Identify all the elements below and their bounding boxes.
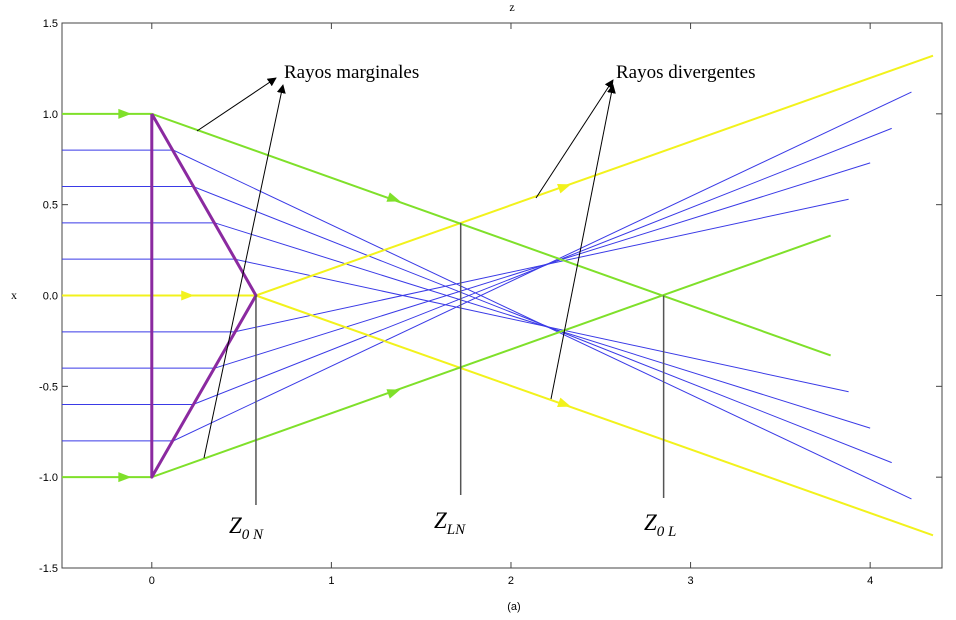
ray-blue — [62, 149, 912, 500]
x-tick-label: 1.5 — [43, 18, 58, 30]
focus-markers — [255, 222, 665, 505]
ray-blue — [62, 258, 849, 393]
ray-arrow-green — [386, 389, 401, 399]
ray-arrow-yellow — [557, 183, 571, 194]
label-zln-sub: LN — [446, 522, 466, 538]
ray-yellow — [255, 294, 934, 537]
annotation-pointer — [196, 77, 277, 132]
z-tick-label: 1 — [328, 575, 334, 587]
z-tick-label: 2 — [508, 575, 514, 587]
annotation-divergent-rays: Rayos divergentes — [616, 62, 756, 83]
x-tick-label: -0.5 — [39, 381, 58, 393]
ray-arrow-green — [118, 108, 132, 119]
annotations — [196, 77, 616, 459]
ray-arrow-green — [386, 192, 401, 202]
annotation-pointer — [550, 84, 616, 400]
ray-green — [62, 234, 831, 479]
figure-caption: (a) — [507, 601, 520, 613]
label-z0n: Z0 N — [229, 513, 264, 543]
x-tick-label: 0.0 — [43, 291, 58, 303]
ray-blue — [62, 186, 892, 464]
ray-arrow-yellow — [181, 290, 195, 301]
ray-blue — [62, 198, 849, 333]
x-tick-label: -1.5 — [39, 563, 58, 575]
x-tick-label: 0.5 — [43, 200, 58, 212]
annotation-marginal-rays: Rayos marginales — [284, 62, 419, 83]
x-tick-label: 1.0 — [43, 109, 58, 121]
rays — [62, 54, 934, 537]
ray-green — [62, 112, 831, 357]
lens-outline — [150, 113, 258, 479]
z-tick-label: 0 — [149, 575, 155, 587]
x-tick-label: -1.0 — [39, 472, 58, 484]
annotation-pointer — [203, 84, 286, 459]
lens — [150, 113, 258, 479]
label-z0n-sub: 0 N — [242, 527, 264, 543]
z-tick-label: 4 — [867, 575, 873, 587]
label-z0l-sub: 0 L — [657, 524, 677, 540]
label-z0n-main: Z — [229, 513, 242, 538]
x-axis-label: x — [11, 288, 17, 302]
ray-blue — [62, 91, 912, 442]
ray-blue — [62, 127, 892, 405]
chart-title: z — [509, 0, 514, 14]
label-z0l: Z0 L — [644, 510, 676, 540]
annotation-pointer — [535, 79, 614, 199]
axis-ticks: 0 1 2 3 4 1.5 1.0 0.5 0.0 -0.5 -1.0 -1.5 — [39, 18, 942, 587]
z-tick-label: 3 — [688, 575, 694, 587]
label-zln: ZLN — [434, 508, 466, 538]
label-z0l-main: Z — [644, 510, 657, 535]
label-zln-main: Z — [434, 508, 447, 533]
ray-arrow-green — [118, 472, 132, 483]
ray-arrow-yellow — [557, 397, 571, 408]
